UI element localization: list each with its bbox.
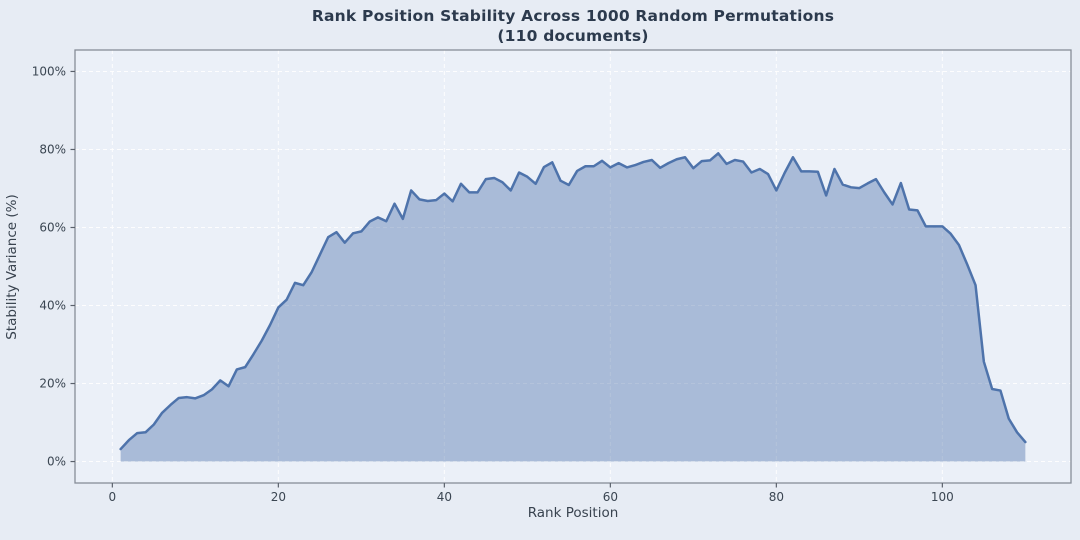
stability-area-fill [120,153,1026,462]
y-tick-label: 80% [39,142,66,156]
x-tick-label: 40 [437,490,452,504]
axes-spines [74,49,1072,484]
x-axis-label: Rank Position [527,505,619,521]
y-tick-label: 100% [32,64,66,78]
x-tick-label: 100 [931,490,954,504]
chart-title-line1: Rank Position Stability Across 1000 Rand… [311,7,835,25]
plot-background [75,50,1071,483]
chart-title-line2: (110 documents) [497,27,649,45]
x-tick-label: 20 [271,490,286,504]
x-tick-label: 80 [769,490,784,504]
x-tick-label: 60 [603,490,618,504]
chart-title: Rank Position Stability Across 1000 Rand… [75,6,1071,46]
stability-line [119,152,1027,451]
y-axis-label: Stability Variance (%) [4,194,20,340]
y-tick-label: 20% [39,377,66,391]
y-tick-label: 60% [39,220,66,234]
x-tick-label: 0 [109,490,117,504]
y-tick-label: 0% [47,455,66,469]
y-tick-label: 40% [39,299,66,313]
